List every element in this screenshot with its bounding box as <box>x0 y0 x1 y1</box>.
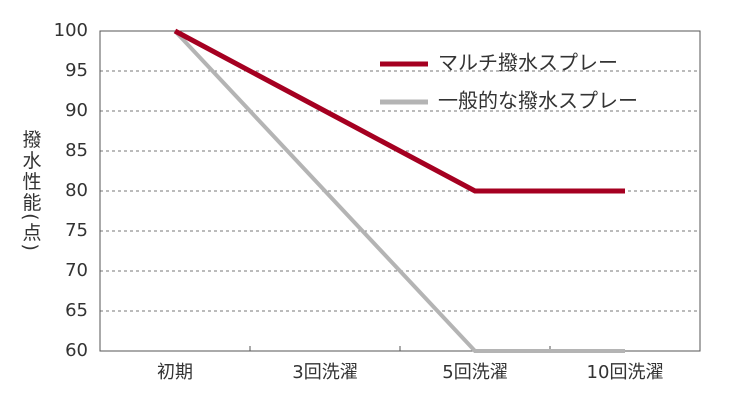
legend-label: 一般的な撥水スプレー <box>438 89 638 113</box>
y-tick-label: 100 <box>54 20 88 41</box>
y-axis-label: 撥水性能(点) <box>20 129 42 253</box>
y-tick-label: 80 <box>65 180 88 201</box>
y-tick-label: 90 <box>65 100 88 121</box>
y-tick-label: 70 <box>65 260 88 281</box>
y-tick-label: 60 <box>65 340 88 361</box>
x-tick-label: 初期 <box>157 362 193 383</box>
y-tick-label: 65 <box>65 300 88 321</box>
series-line <box>173 29 625 353</box>
x-tick-label: 5回洗濯 <box>442 362 507 383</box>
legend-label: マルチ撥水スプレー <box>438 51 618 75</box>
y-tick-label: 95 <box>65 60 88 81</box>
y-tick-label: 85 <box>65 140 88 161</box>
x-tick-label: 10回洗濯 <box>587 362 664 383</box>
y-tick-label: 75 <box>65 220 88 241</box>
series-line <box>173 28 625 194</box>
x-tick-label: 3回洗濯 <box>292 362 357 383</box>
